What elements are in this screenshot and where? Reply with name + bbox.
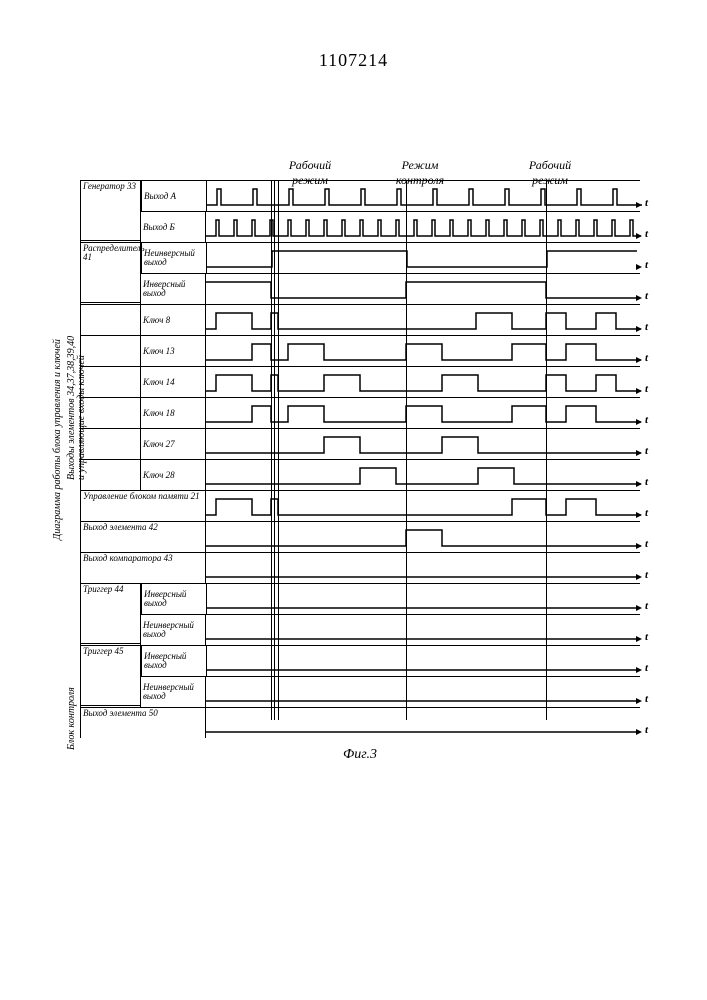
time-axis-label: t [645,662,648,674]
row-group-label: Распределитель 41 [81,243,141,303]
row-group-label: Выход компаратора 43 [81,553,206,583]
arrow-icon [636,202,642,208]
time-axis-label: t [645,383,648,395]
signal-label: Неинверсный выход [141,615,206,645]
timing-row: Ключ 14t [81,366,640,397]
arrow-icon [636,729,642,735]
timing-row: Ключ 13t [81,335,640,366]
time-axis-label: t [645,197,648,209]
timing-row: Инверсный выходt [81,273,640,304]
row-group-label: Триггер 44 [81,584,141,644]
row-group-label: Управление блоком памяти 21 [81,491,206,521]
arrow-icon [636,357,642,363]
timing-row: Триггер 45Инверсный выходt [81,645,640,676]
side-group-label: Блок контроля [67,540,77,750]
signal-label: Ключ 28 [141,460,206,490]
time-axis-label: t [645,352,648,364]
row-group-label [81,305,141,335]
signal-label: Неинверсный выход [141,677,206,707]
arrow-icon [636,698,642,704]
page-number: 1107214 [0,50,707,71]
time-axis-label: t [645,321,648,333]
signal-label: Ключ 18 [141,398,206,428]
time-axis-label: t [645,631,648,643]
time-axis-label: t [645,600,648,612]
time-axis-label: t [645,693,648,705]
row-group-label [81,367,141,397]
timing-row: Ключ 27t [81,428,640,459]
side-group-label: Диаграмма работы блока управления и ключ… [53,180,63,540]
time-axis-label: t [645,569,648,581]
arrow-icon [636,326,642,332]
arrow-icon [636,605,642,611]
arrow-icon [636,667,642,673]
side-group-label: Выходы элементов 34,37,38,39,40и управля… [67,300,87,480]
row-group-label [81,460,141,490]
arrow-icon [636,481,642,487]
signal-label: Ключ 27 [141,429,206,459]
signal-label: Ключ 14 [141,367,206,397]
time-axis-label: t [645,445,648,457]
row-group-label: Выход элемента 42 [81,522,206,552]
arrow-icon [636,388,642,394]
arrow-icon [636,295,642,301]
mode-divider [406,180,407,720]
arrow-icon [636,574,642,580]
timing-row: Выход компаратора 43t [81,552,640,583]
signal-label: Ключ 8 [141,305,206,335]
time-axis-label: t [645,476,648,488]
timing-row: Триггер 44Инверсный выходt [81,583,640,614]
arrow-icon [636,233,642,239]
signal-label: Ключ 13 [141,336,206,366]
signal-label: Неинверсный выход [142,243,207,273]
time-axis-label: t [645,290,648,302]
arrow-icon [636,419,642,425]
row-group-label: Выход элемента 50 [81,708,206,738]
signal-label: Выход Б [141,212,206,242]
time-axis-label: t [645,228,648,240]
timing-row: Ключ 8t [81,304,640,335]
timing-row: Управление блоком памяти 21t [81,490,640,521]
mode-double-divider [274,180,279,720]
signal-label: Инверсный выход [142,646,207,676]
timing-row: Выход Бt [81,211,640,242]
timing-row: Неинверсный выходt [81,614,640,645]
signal-label: Инверсный выход [142,584,207,614]
timing-row: Неинверсный выходt [81,676,640,707]
timing-row: Генератор 33Выход Аt [81,180,640,211]
timing-row: Распределитель 41Неинверсный выходt [81,242,640,273]
time-axis-label: t [645,259,648,271]
arrow-icon [636,264,642,270]
time-axis-label: t [645,507,648,519]
row-group-label [81,336,141,366]
row-group-label [81,398,141,428]
arrow-icon [636,512,642,518]
arrow-icon [636,636,642,642]
signal-label: Инверсный выход [141,274,206,304]
time-axis-label: t [645,414,648,426]
rows-host: Генератор 33Выход АtВыход БtРаспределите… [80,180,640,738]
time-axis-label: t [645,724,648,736]
row-group-label: Триггер 45 [81,646,141,706]
timing-row: Выход элемента 50t [81,707,640,738]
arrow-icon [636,450,642,456]
timing-row: Ключ 18t [81,397,640,428]
timing-diagram: РабочийрежимРежимконтроляРабочийрежим Ге… [80,180,640,738]
mode-divider [546,180,547,720]
figure-label: Фиг.3 [80,747,640,763]
row-group-label: Генератор 33 [81,181,141,241]
arrow-icon [636,543,642,549]
timing-row: Выход элемента 42t [81,521,640,552]
time-axis-label: t [645,538,648,550]
signal-label: Выход А [142,181,207,211]
row-group-label [81,429,141,459]
mode-divider [271,180,272,720]
timing-row: Ключ 28t [81,459,640,490]
